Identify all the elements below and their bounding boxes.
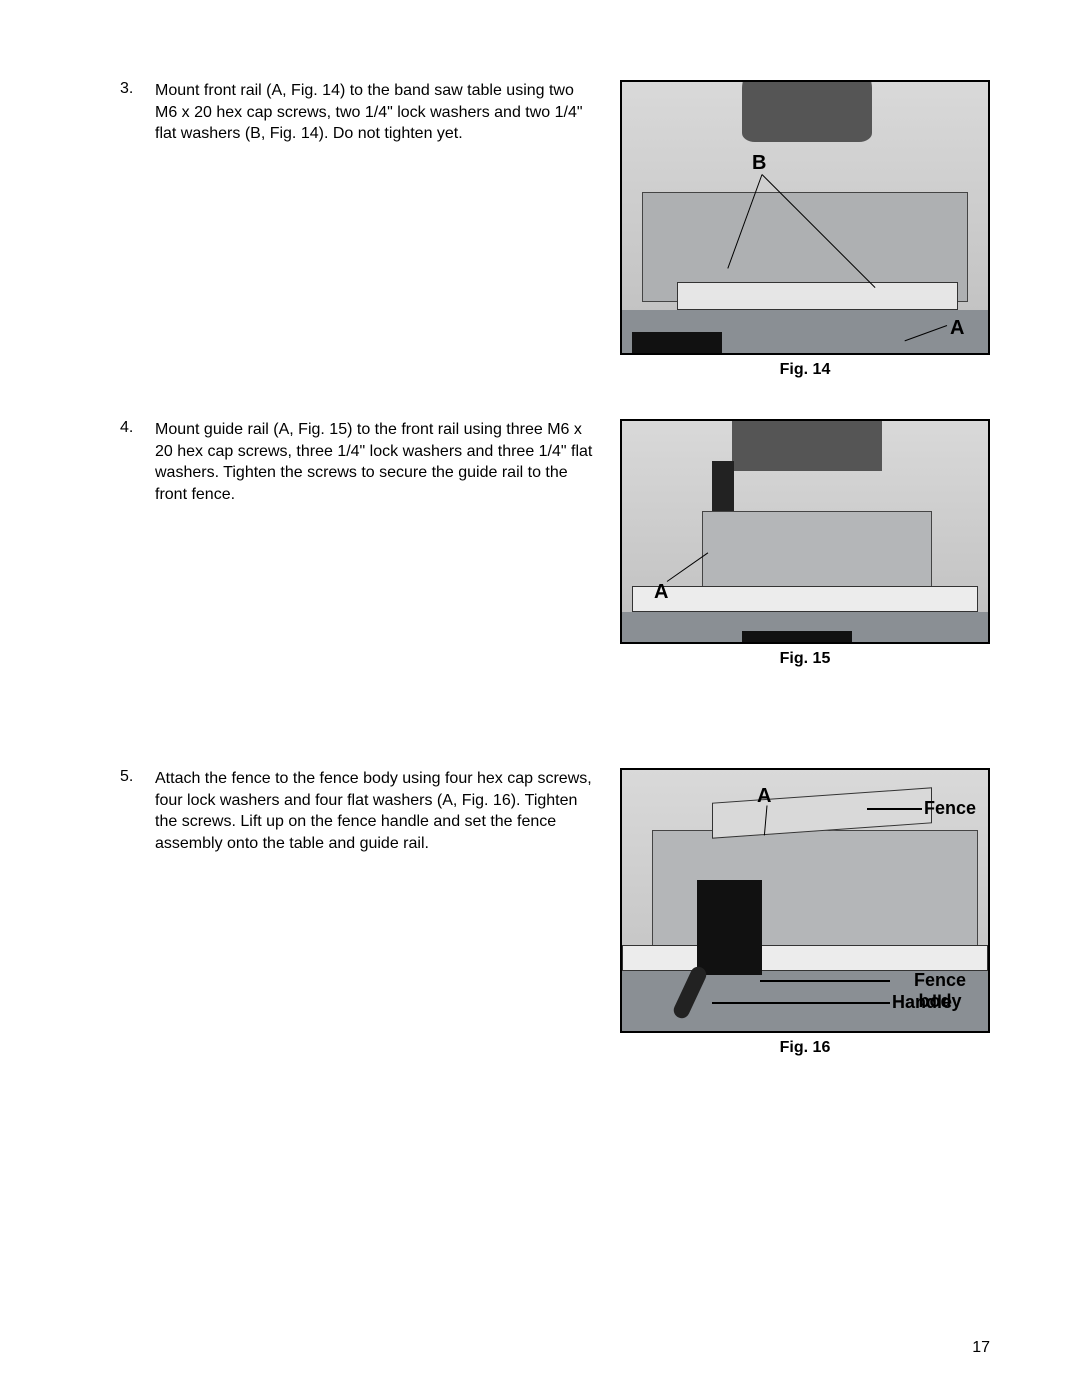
step-4: 4. Mount guide rail (A, Fig. 15) to the … [110, 419, 990, 668]
label-a: A [654, 581, 668, 604]
label-a: A [950, 317, 964, 340]
figure-14: B A Fig. 14 [620, 80, 990, 379]
label-a: A [757, 785, 771, 808]
figure-15: A Fig. 15 [620, 419, 990, 668]
page-number: 17 [972, 1339, 990, 1357]
step-5: 5. Attach the fence to the fence body us… [110, 768, 990, 1057]
step-text: Mount front rail (A, Fig. 14) to the ban… [155, 80, 620, 145]
figure-caption: Fig. 15 [620, 650, 990, 668]
label-fence: Fence [924, 798, 976, 819]
step-number: 4. [110, 419, 155, 437]
figure-16: A Fence Fence body Handle Fig. 16 [620, 768, 990, 1057]
step-text: Mount guide rail (A, Fig. 15) to the fro… [155, 419, 620, 505]
figure-caption: Fig. 16 [620, 1039, 990, 1057]
label-b: B [752, 152, 766, 175]
step-3: 3. Mount front rail (A, Fig. 14) to the … [110, 80, 990, 379]
figure-caption: Fig. 14 [620, 361, 990, 379]
label-handle: Handle [892, 992, 952, 1013]
step-number: 3. [110, 80, 155, 98]
step-text: Attach the fence to the fence body using… [155, 768, 620, 854]
step-number: 5. [110, 768, 155, 786]
